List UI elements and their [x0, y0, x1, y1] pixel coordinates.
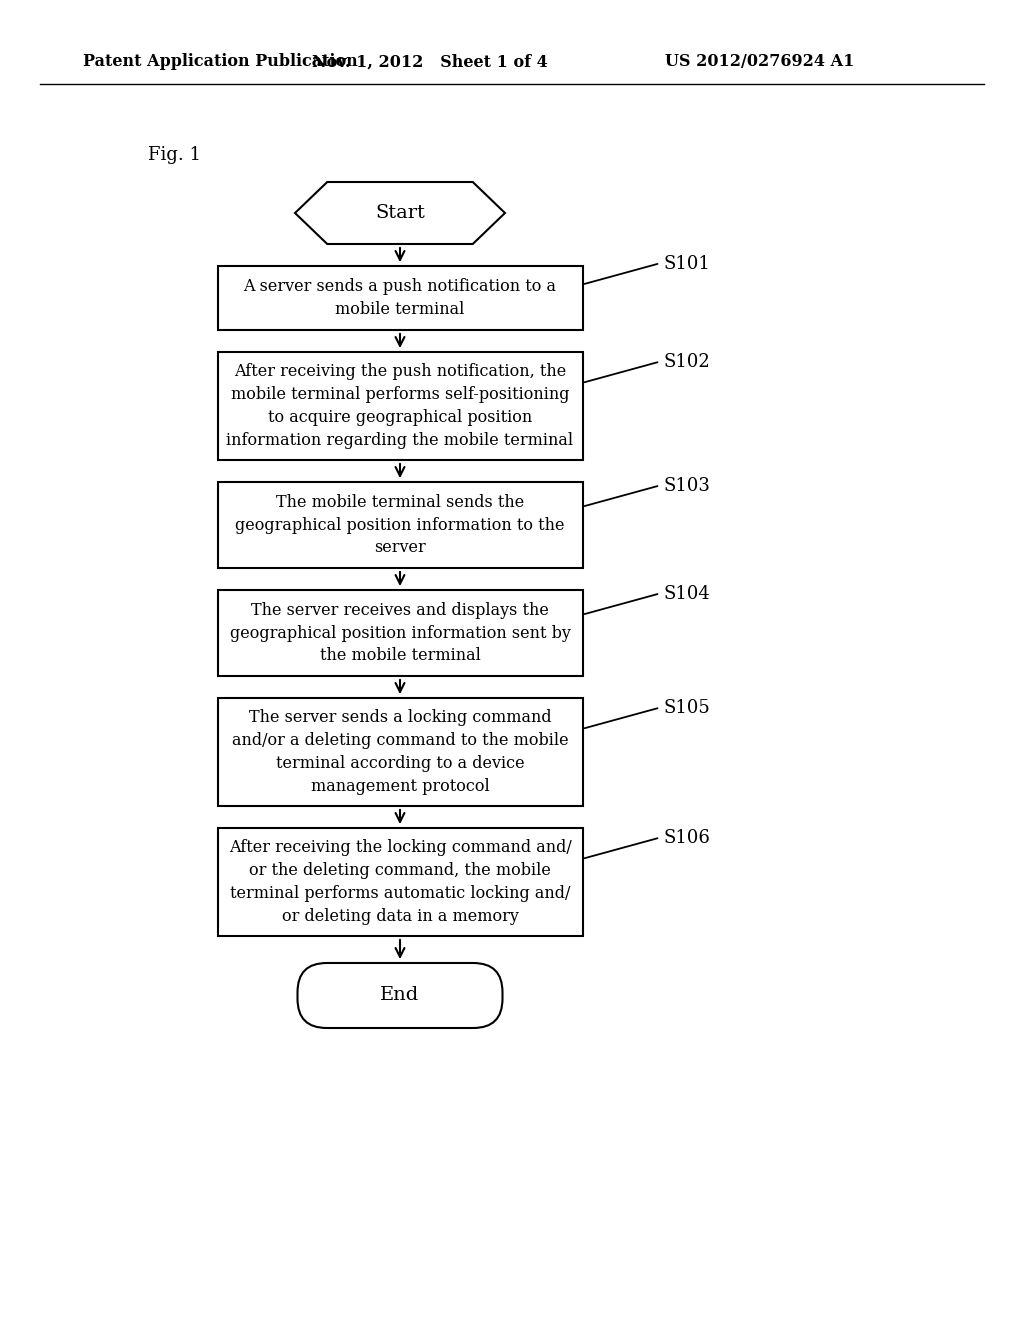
Bar [217, 267, 583, 330]
Bar [217, 482, 583, 568]
Bar [217, 828, 583, 936]
Bar [217, 590, 583, 676]
Text: S106: S106 [664, 829, 711, 847]
Text: Start: Start [375, 205, 425, 222]
FancyBboxPatch shape [298, 964, 503, 1028]
Text: S101: S101 [664, 255, 711, 273]
Polygon shape [295, 182, 505, 244]
Text: Nov. 1, 2012   Sheet 1 of 4: Nov. 1, 2012 Sheet 1 of 4 [312, 54, 548, 70]
Bar [217, 352, 583, 459]
Text: After receiving the locking command and/
or the deleting command, the mobile
ter: After receiving the locking command and/… [228, 840, 571, 925]
Text: Patent Application Publication: Patent Application Publication [83, 54, 357, 70]
Text: End: End [380, 986, 420, 1005]
Bar [217, 698, 583, 807]
Text: S102: S102 [664, 354, 711, 371]
Text: S103: S103 [664, 477, 711, 495]
Text: The server receives and displays the
geographical position information sent by
t: The server receives and displays the geo… [229, 602, 570, 664]
Text: A server sends a push notification to a
mobile terminal: A server sends a push notification to a … [244, 279, 556, 318]
Text: S105: S105 [664, 700, 711, 717]
Text: The server sends a locking command
and/or a deleting command to the mobile
termi: The server sends a locking command and/o… [231, 709, 568, 795]
Text: US 2012/0276924 A1: US 2012/0276924 A1 [665, 54, 854, 70]
Text: The mobile terminal sends the
geographical position information to the
server: The mobile terminal sends the geographic… [236, 494, 565, 556]
Text: S104: S104 [664, 585, 711, 603]
Text: After receiving the push notification, the
mobile terminal performs self-positio: After receiving the push notification, t… [226, 363, 573, 449]
Text: Fig. 1: Fig. 1 [148, 147, 201, 164]
